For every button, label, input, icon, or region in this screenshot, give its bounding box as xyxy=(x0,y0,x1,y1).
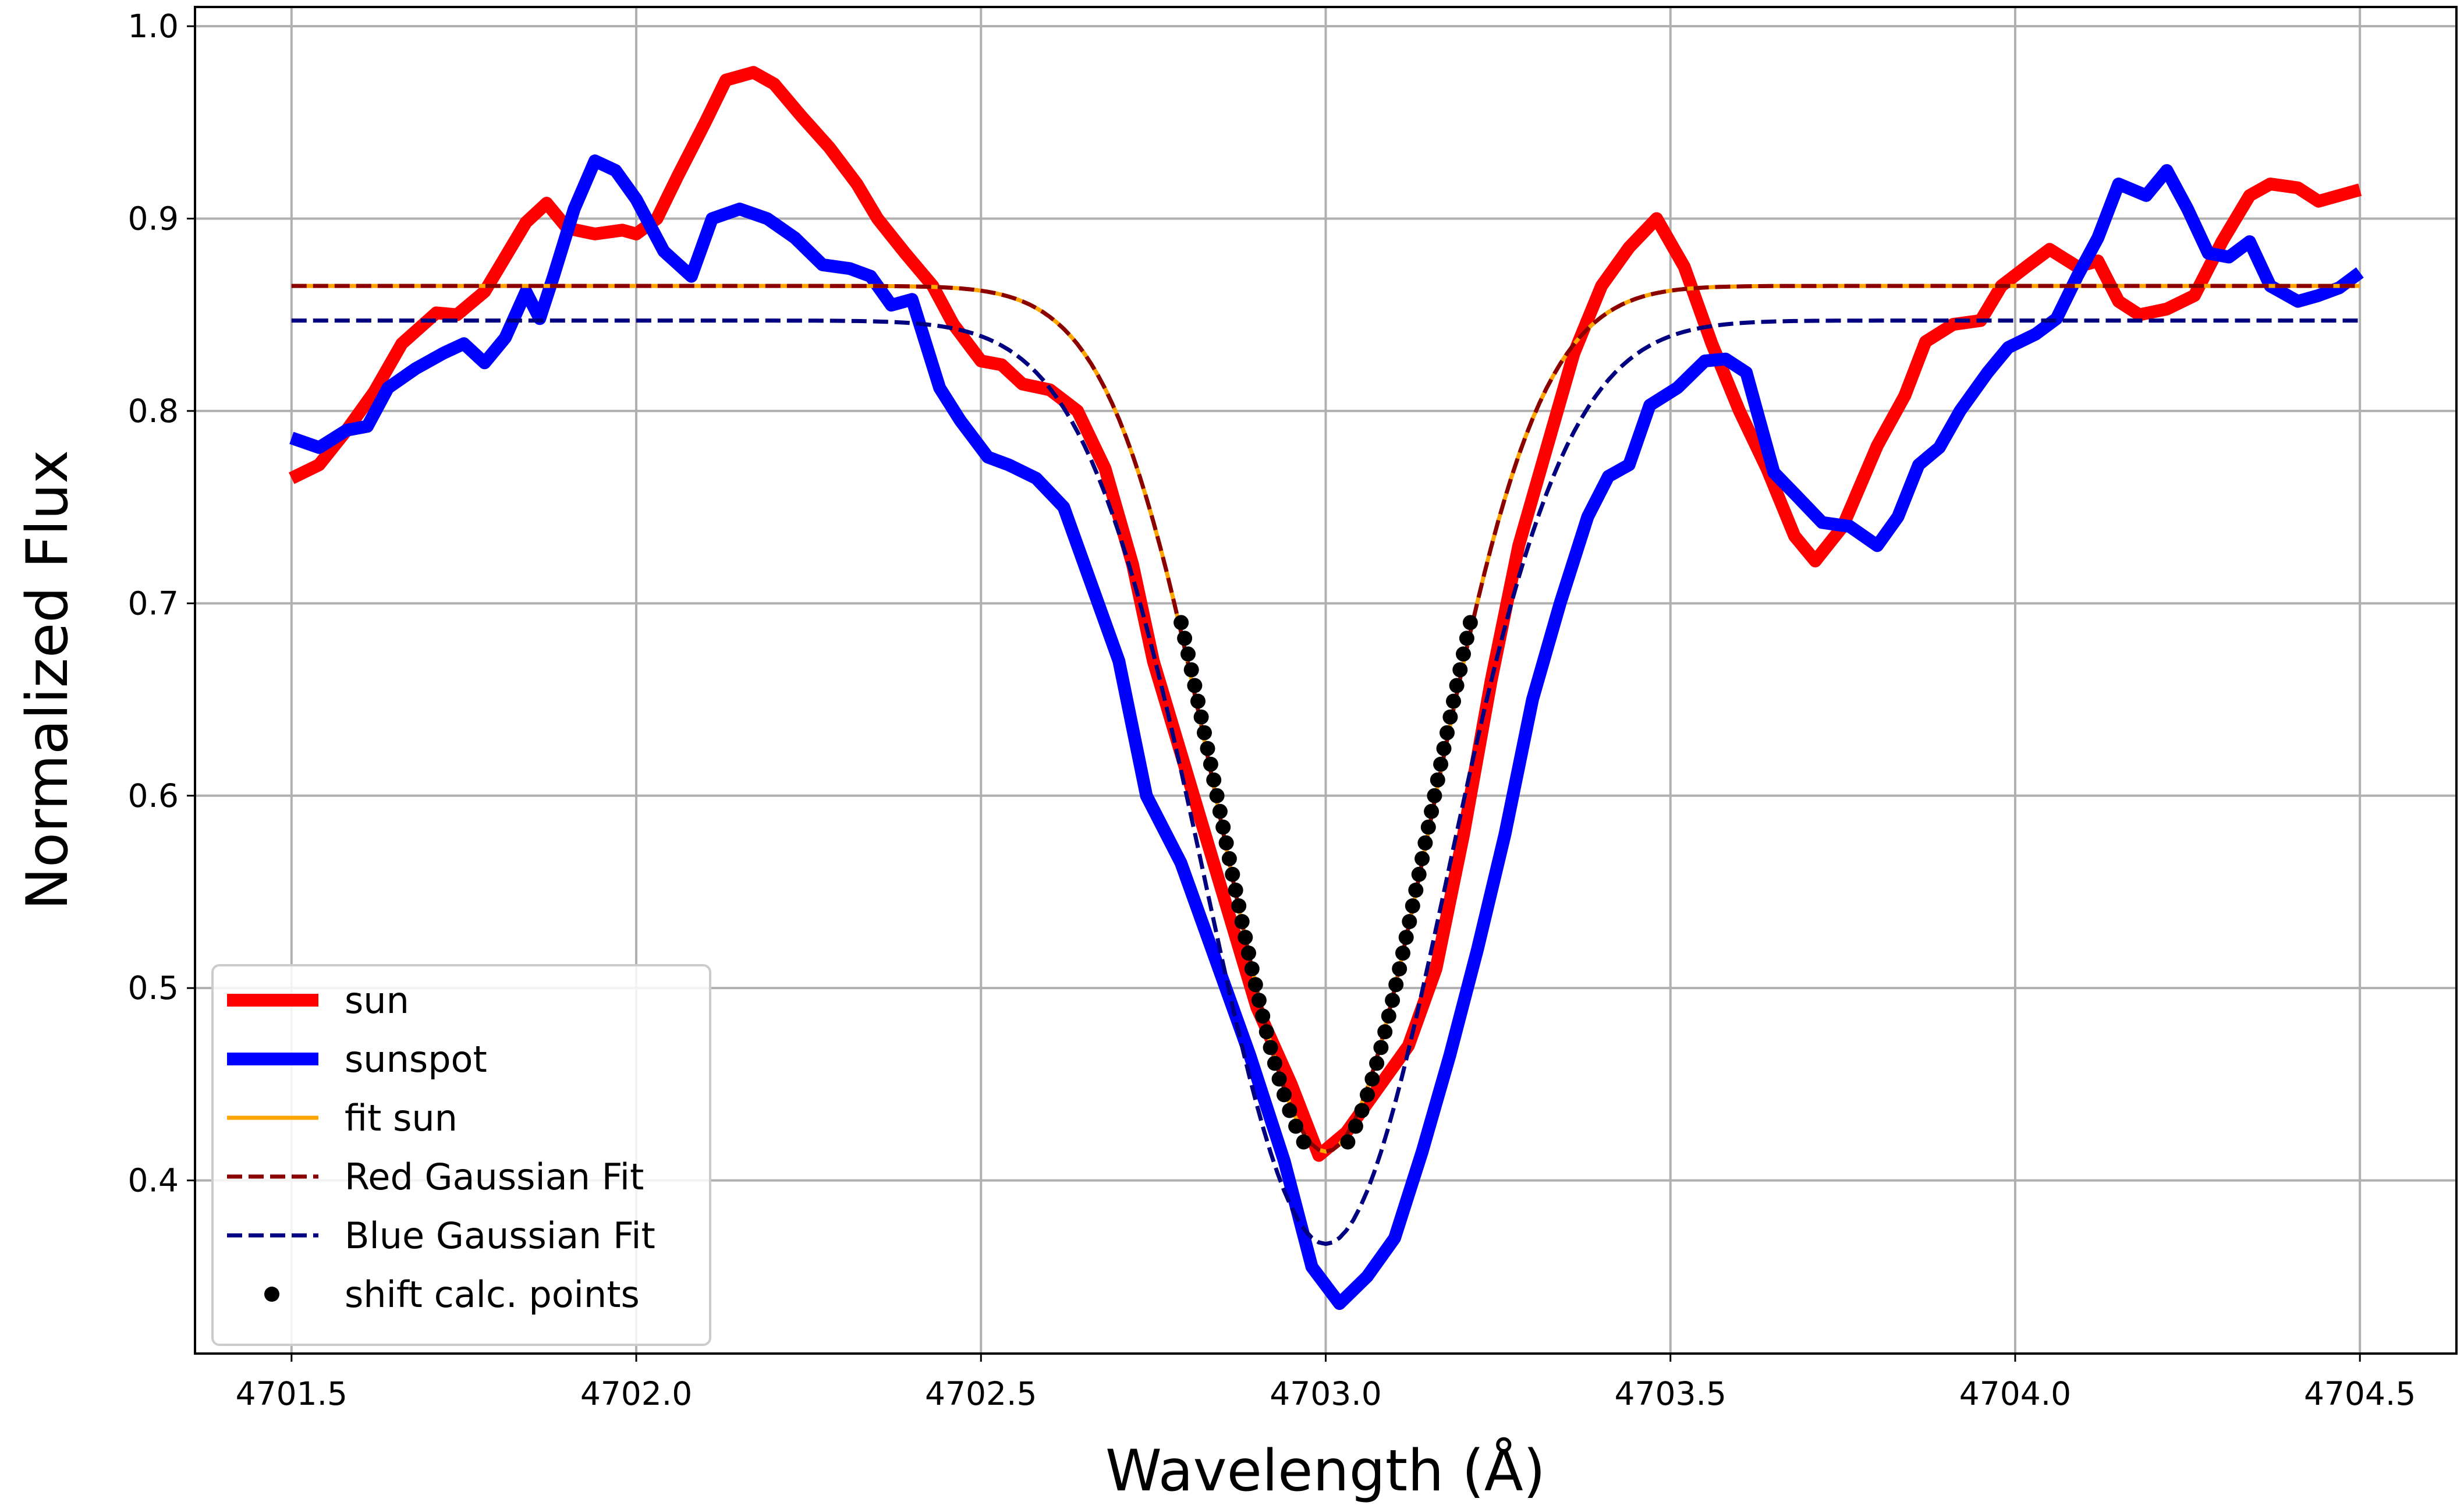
shift-calc-point xyxy=(1364,1071,1380,1087)
shift-calc-point xyxy=(1241,945,1256,961)
legend-blue-gaussian-fit-label: Blue Gaussian Fit xyxy=(345,1214,655,1257)
shift-calc-point xyxy=(1183,662,1199,678)
x-tick-label: 4701.5 xyxy=(236,1375,348,1412)
shift-calc-point xyxy=(1200,741,1215,756)
shift-calc-point xyxy=(1430,772,1445,788)
shift-calc-point xyxy=(1180,646,1196,662)
y-tick-label: 0.9 xyxy=(128,200,179,237)
shift-calc-point xyxy=(1402,914,1417,929)
shift-calc-point xyxy=(1433,756,1449,772)
shift-calc-point xyxy=(1231,898,1247,913)
shift-calc-point xyxy=(1360,1087,1375,1103)
legend-sunspot-label: sunspot xyxy=(345,1038,487,1081)
shift-calc-point xyxy=(1173,615,1189,630)
shift-calc-point xyxy=(1398,930,1414,945)
shift-calc-point xyxy=(1405,898,1420,913)
shift-calc-point xyxy=(1369,1055,1385,1071)
shift-calc-point xyxy=(1225,866,1240,882)
shift-calc-point xyxy=(1218,835,1234,851)
shift-calc-point xyxy=(1203,756,1218,772)
shift-calc-point xyxy=(1215,819,1231,835)
shift-calc-point xyxy=(1288,1118,1304,1134)
shift-calc-point xyxy=(1255,1008,1271,1024)
shift-calc-point xyxy=(1209,788,1225,803)
x-tick-label: 4703.0 xyxy=(1270,1375,1381,1412)
shift-calc-point xyxy=(1456,646,1471,662)
shift-calc-point xyxy=(1271,1071,1287,1087)
shift-calc-point xyxy=(1408,883,1424,898)
shift-calc-point xyxy=(1221,851,1237,866)
legend-sun-label: sun xyxy=(345,979,409,1022)
series-line-sun xyxy=(288,66,2362,1162)
shift-calc-point xyxy=(1282,1103,1297,1118)
legend: sun sunspot fit sun Red Gaussian Fit Blue Ga… xyxy=(211,964,711,1346)
y-tick-label: 0.7 xyxy=(128,585,179,622)
legend-fit-sun-label: fit sun xyxy=(345,1097,458,1139)
x-tick-label: 4703.5 xyxy=(1614,1375,1726,1412)
axis-ticks: 4701.5 4702.0 4702.5 4703.0 4703.5 4704.0 4704… xyxy=(128,8,2416,1412)
shift-calc-point xyxy=(1193,709,1209,725)
shift-calc-point xyxy=(1296,1134,1311,1150)
shift-calc-point xyxy=(1449,678,1465,693)
y-tick-label: 1.0 xyxy=(128,8,179,45)
shift-calc-point xyxy=(1228,883,1243,898)
shift-calc-point xyxy=(1277,1087,1292,1103)
plot-series xyxy=(288,66,2364,1310)
shift-calc-point xyxy=(1258,1024,1274,1040)
shift-calc-point xyxy=(1267,1055,1282,1071)
shift-calc-point xyxy=(1459,630,1474,646)
shift-calc-point xyxy=(1377,1024,1393,1040)
legend-shift-calc-points-label: shift calc. points xyxy=(345,1273,640,1316)
x-tick-label: 4704.0 xyxy=(1959,1375,2071,1412)
shift-calc-point xyxy=(1446,693,1461,709)
shift-calc-point xyxy=(1373,1040,1389,1055)
shift-calc-point xyxy=(1411,866,1427,882)
shift-calc-point xyxy=(1420,819,1436,835)
legend-shift-calc-points-marker xyxy=(264,1287,279,1302)
shift-calc-point xyxy=(1187,678,1203,693)
series-line-red-gaussian-fit xyxy=(291,284,2360,1154)
shift-calc-point xyxy=(1238,930,1253,945)
shift-calc-point xyxy=(1263,1040,1278,1055)
shift-calc-point xyxy=(1197,725,1212,741)
shift-calc-point xyxy=(1190,693,1206,709)
shift-calc-point xyxy=(1452,662,1468,678)
shift-calc-point xyxy=(1392,961,1408,977)
shift-calc-point xyxy=(1436,741,1452,756)
y-tick-label: 0.8 xyxy=(128,392,179,430)
shift-calc-point xyxy=(1381,1008,1396,1024)
legend-red-gaussian-fit-label: Red Gaussian Fit xyxy=(345,1156,644,1198)
shift-calc-point xyxy=(1340,1134,1356,1150)
x-tick-label: 4704.5 xyxy=(2304,1375,2416,1412)
shift-calc-point xyxy=(1462,615,1478,630)
shift-calc-point xyxy=(1206,772,1222,788)
shift-calc-point xyxy=(1442,709,1458,725)
shift-calc-point xyxy=(1247,977,1263,993)
shift-calc-point xyxy=(1244,961,1260,977)
shift-calc-point xyxy=(1440,725,1455,741)
legend-box xyxy=(211,964,711,1346)
shift-calc-point xyxy=(1414,851,1430,866)
shift-calc-point xyxy=(1354,1103,1370,1118)
shift-calc-point xyxy=(1427,788,1442,803)
y-tick-label: 0.5 xyxy=(128,969,179,1007)
x-axis-label: Wavelength (Å) xyxy=(1105,1437,1545,1504)
shift-calc-point xyxy=(1212,803,1228,819)
shift-calc-point xyxy=(1388,977,1404,993)
shift-calc-point xyxy=(1417,835,1433,851)
shift-calc-point xyxy=(1251,993,1267,1008)
shift-calc-point xyxy=(1177,630,1193,646)
y-axis-label: Normalized Flux xyxy=(15,450,81,911)
shift-calc-point xyxy=(1424,803,1440,819)
shift-calc-point xyxy=(1234,914,1250,929)
x-tick-label: 4702.5 xyxy=(925,1375,1037,1412)
y-tick-label: 0.6 xyxy=(128,777,179,814)
shift-calc-point xyxy=(1348,1118,1363,1134)
x-tick-label: 4702.0 xyxy=(580,1375,692,1412)
y-tick-label: 0.4 xyxy=(128,1162,179,1199)
series-line-blue-gaussian-fit xyxy=(291,318,2360,1246)
shift-calc-point xyxy=(1395,945,1410,961)
shift-calc-point xyxy=(1385,993,1401,1008)
